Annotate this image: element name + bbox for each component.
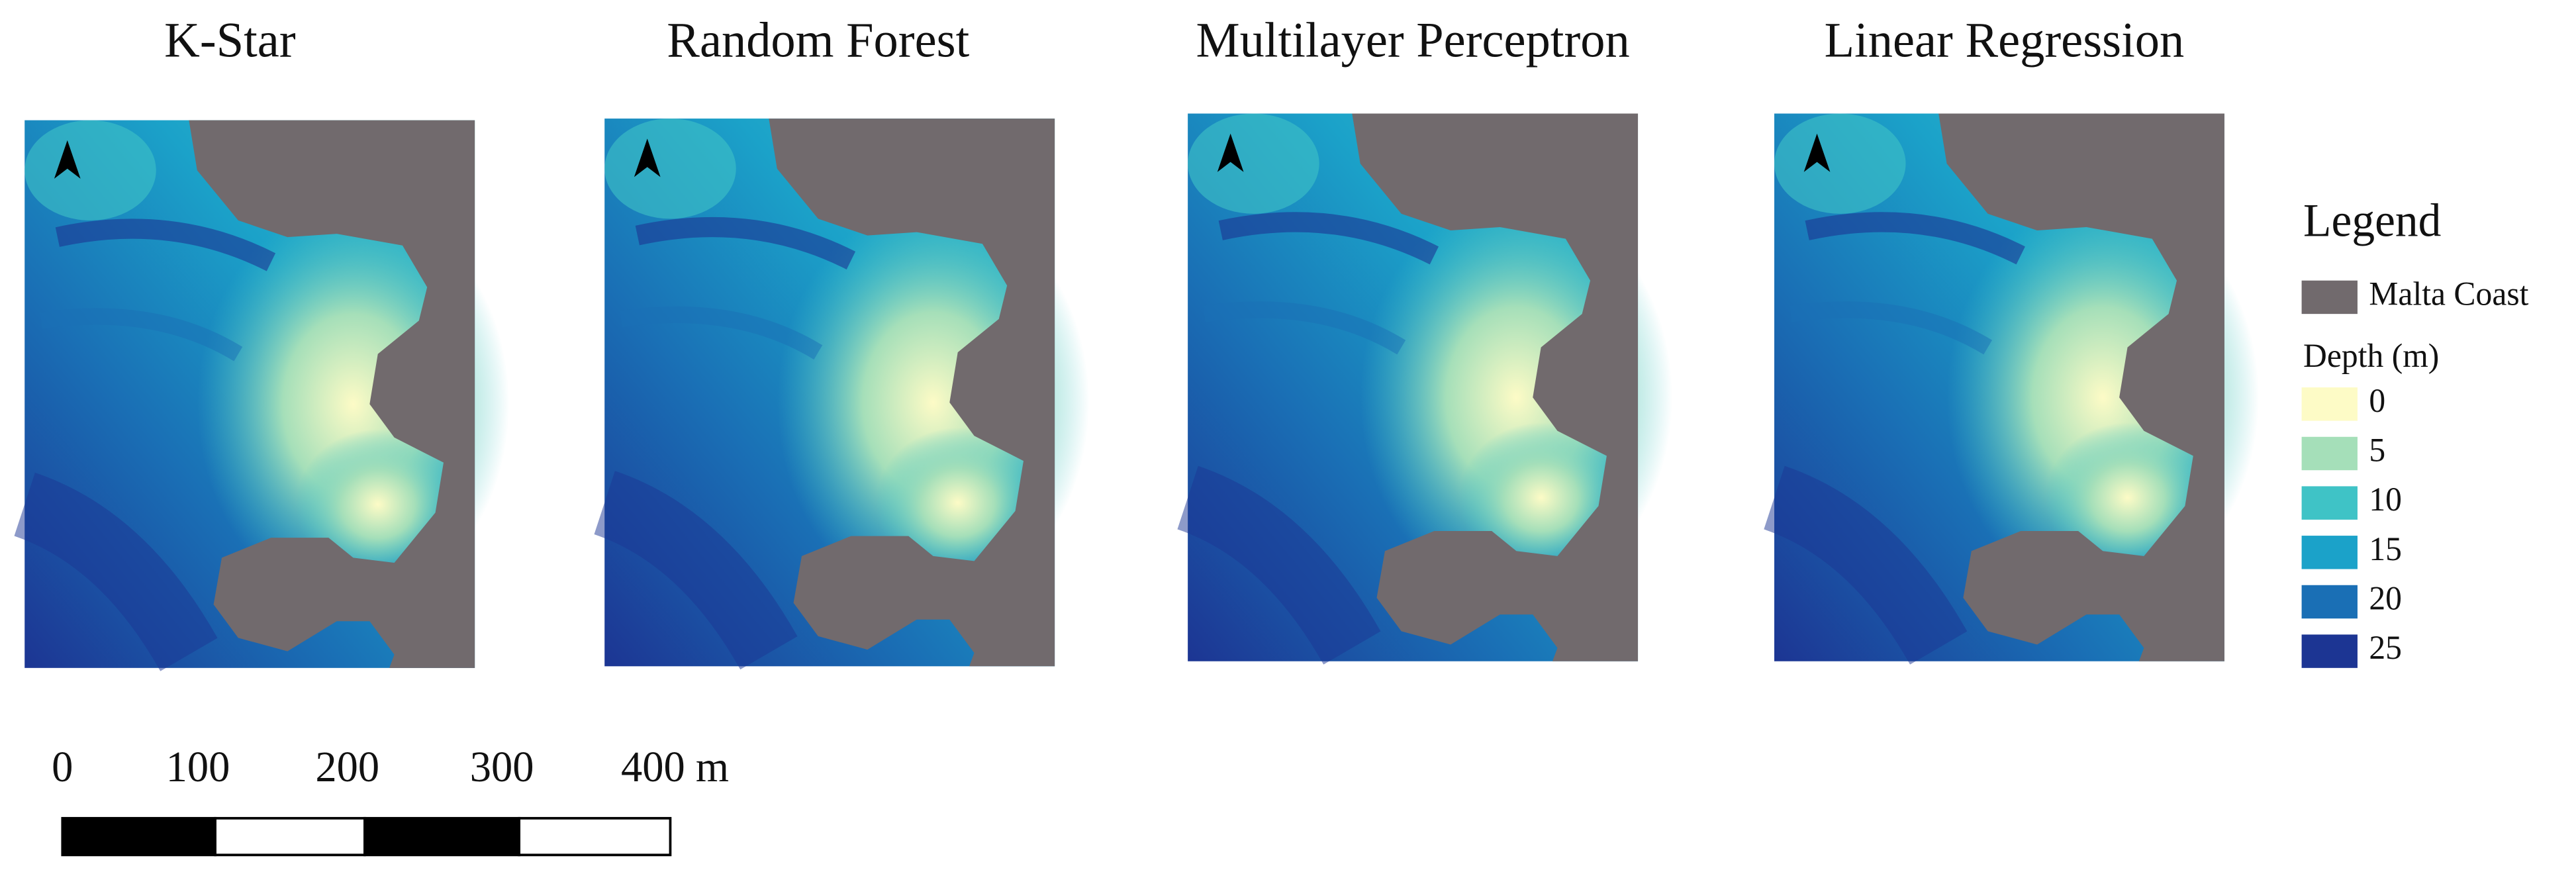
coast-label: Malta Coast [2369, 275, 2528, 312]
scale-label: 200 [315, 744, 379, 792]
scale-label: 300 [470, 744, 534, 792]
depth-swatch [2301, 536, 2358, 569]
scale-segment [214, 816, 366, 857]
panel-title: Random Forest [667, 13, 969, 68]
scale-bar: 0 100 200 300 400 m [52, 744, 729, 857]
scale-label: 0 [52, 744, 73, 792]
panel-title: Multilayer Perceptron [1196, 13, 1629, 68]
scale-label: 400 m [621, 744, 729, 792]
map-panels: K-Star Random Forest Multilayer Perceptron… [24, 13, 2259, 668]
depth-swatch [2301, 486, 2358, 520]
legend-title: Legend [2303, 195, 2441, 247]
depth-label: 15 [2369, 530, 2402, 567]
scale-segment [363, 816, 521, 857]
depth-map [24, 121, 509, 668]
depth-label: 20 [2369, 579, 2402, 616]
depth-title: Depth (m) [2303, 336, 2439, 373]
scale-segment [61, 816, 216, 857]
depth-label: 25 [2369, 629, 2402, 666]
panel-title: K-Star [164, 13, 295, 68]
depth-label: 0 [2369, 382, 2385, 419]
depth-swatch [2301, 634, 2358, 668]
depth-swatch [2301, 387, 2358, 421]
panel-title: Linear Regression [1825, 13, 2185, 68]
depth-label: 10 [2369, 481, 2402, 518]
depth-map [1188, 114, 1672, 661]
depth-map [604, 119, 1089, 666]
depth-swatch [2301, 436, 2358, 471]
depth-map [1774, 114, 2259, 661]
scale-label: 100 [166, 744, 230, 792]
depth-swatch [2301, 585, 2358, 619]
legend: Legend Malta Coast Depth (m) 0 5 10 15 20 25 [2301, 195, 2529, 668]
depth-label: 5 [2369, 431, 2385, 468]
coast-swatch [2301, 280, 2358, 314]
scale-segment [518, 816, 672, 857]
